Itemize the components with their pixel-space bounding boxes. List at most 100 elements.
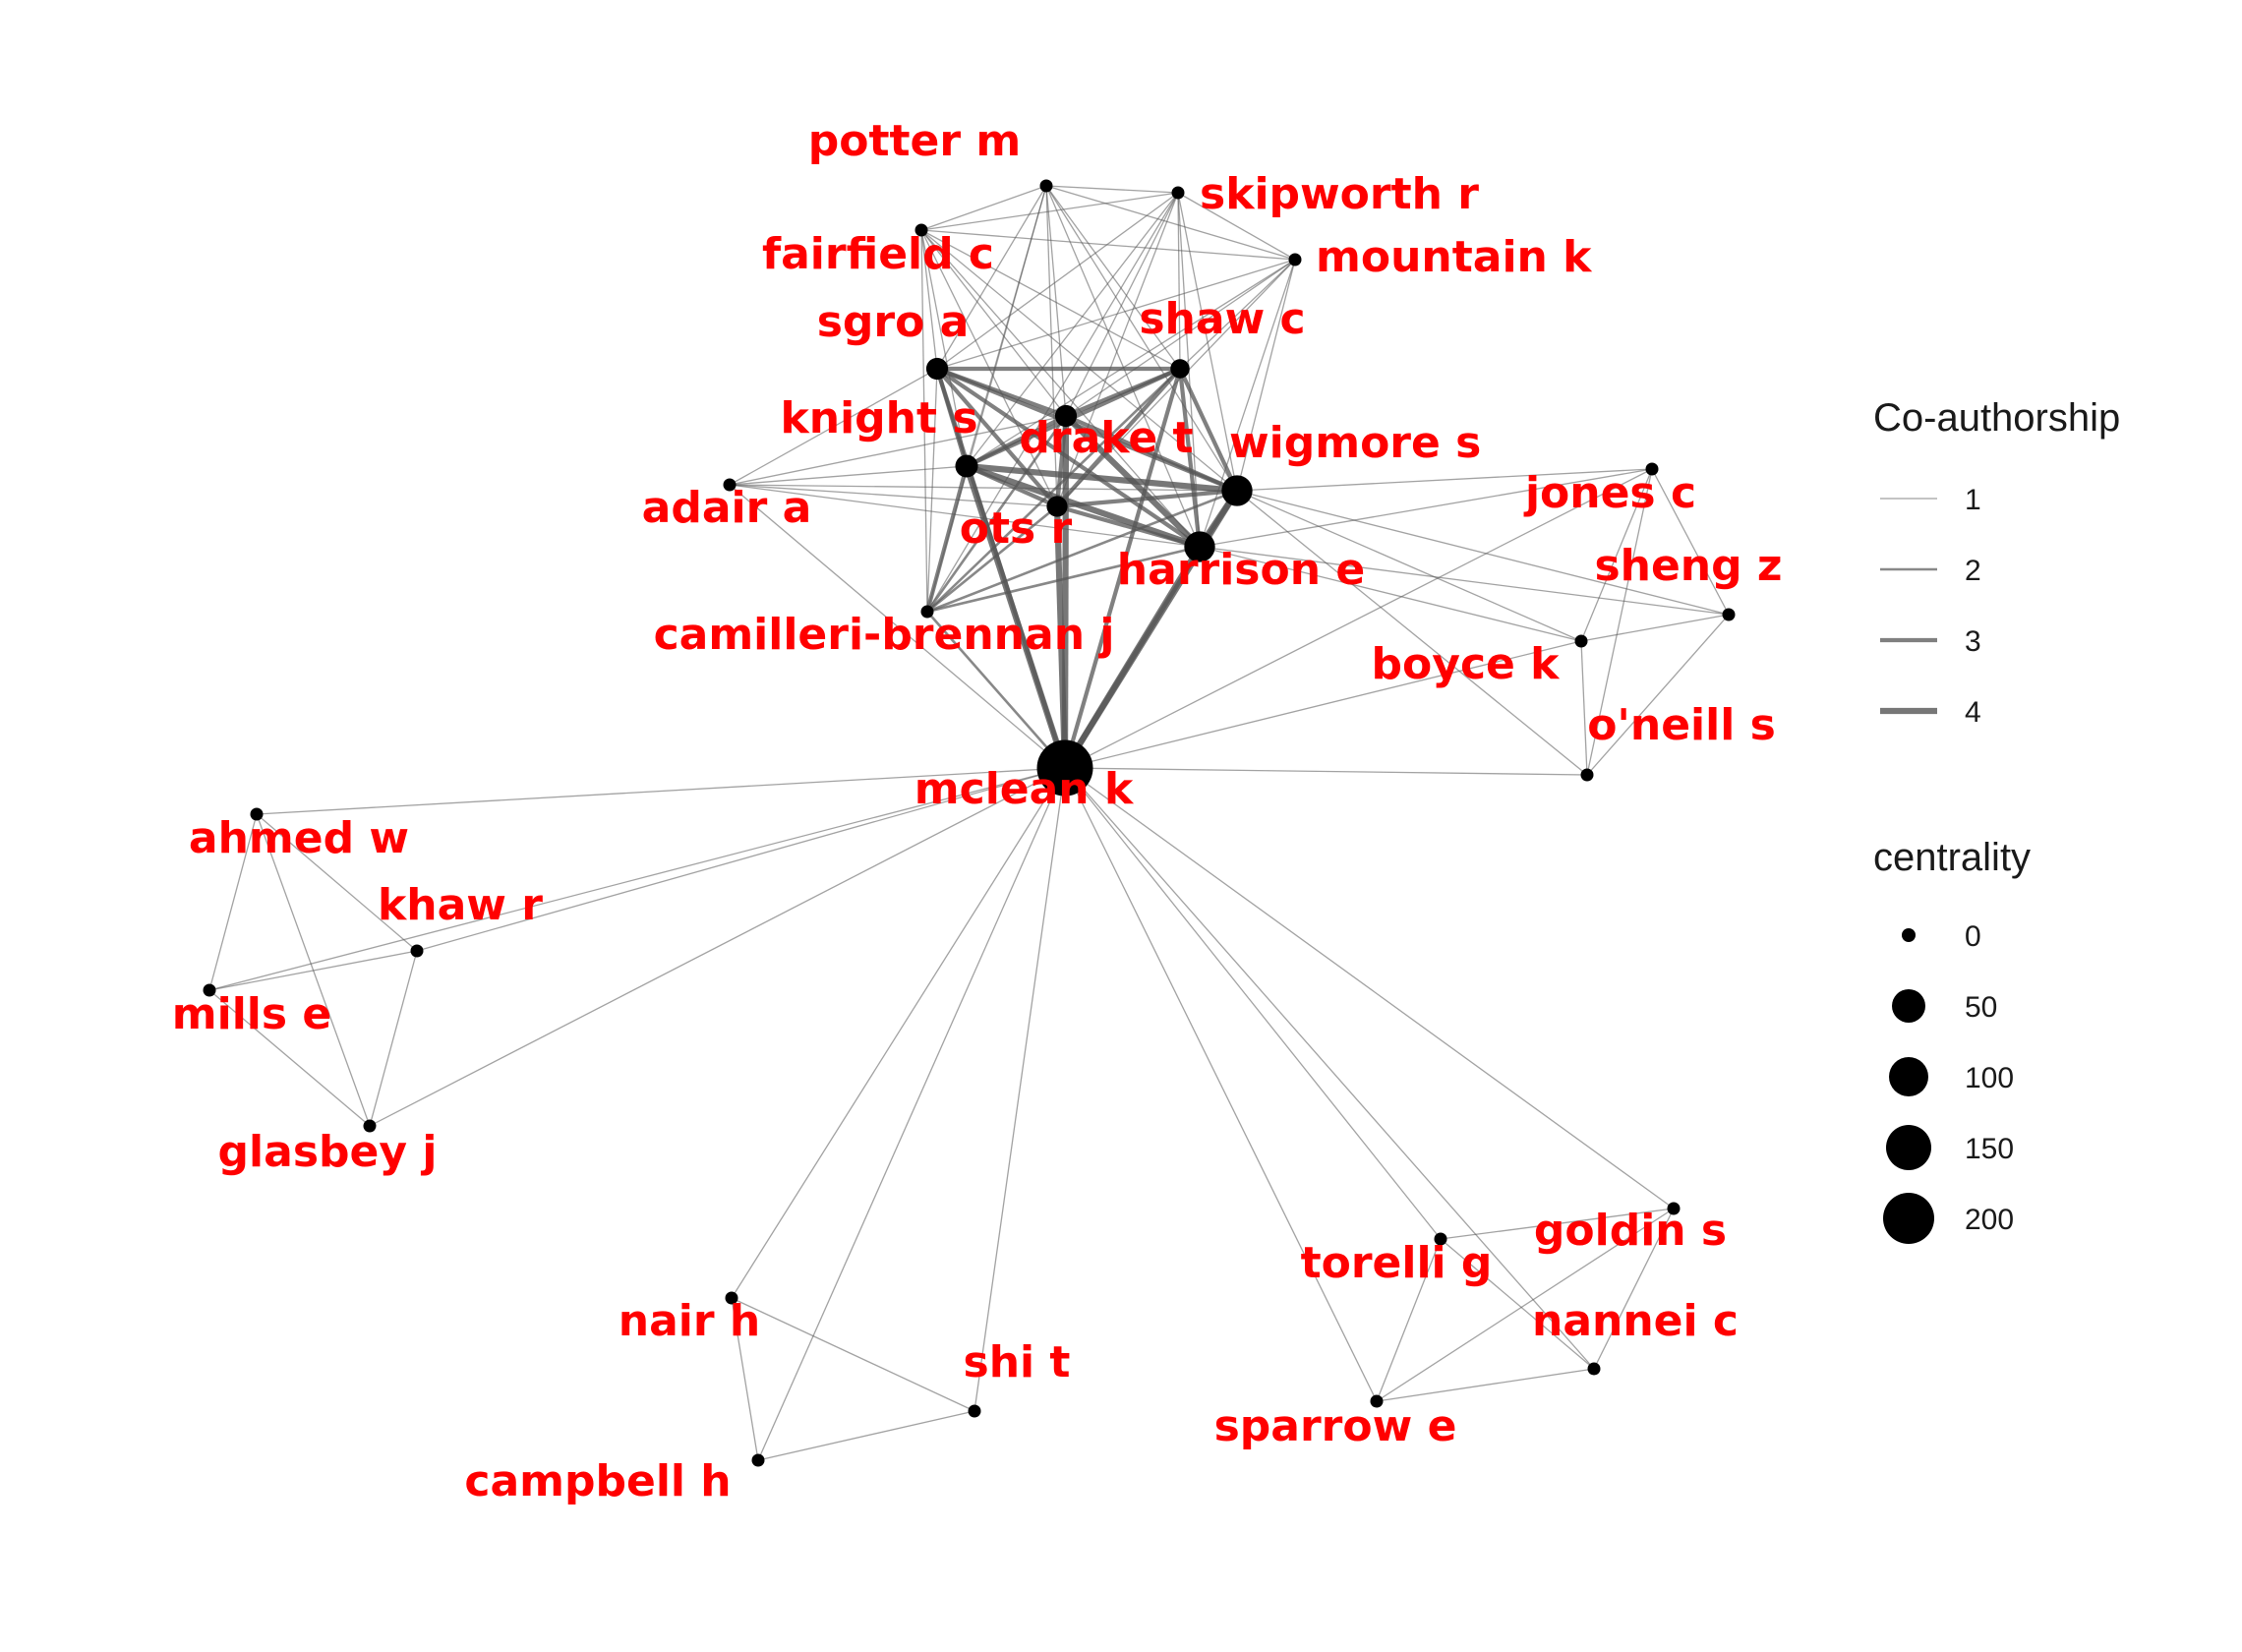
edge-shaw-c-mountain-k — [1179, 259, 1296, 370]
edge-camilleri-brennan-j-potter-m — [926, 185, 1047, 613]
edge-harrison-e-mountain-k — [1199, 259, 1296, 548]
edge-wigmore-s-potter-m — [1045, 185, 1238, 492]
edge-mclean-k-shi-t — [974, 767, 1066, 1412]
edge-harrison-e-sheng-z — [1199, 546, 1730, 616]
node-label-glasbey-j: glasbey j — [218, 1127, 438, 1177]
edge-camilleri-brennan-j-fairfield-c — [920, 229, 928, 613]
node-mills-e — [203, 983, 216, 997]
edge-nannei-c-sparrow-e — [1376, 1368, 1595, 1402]
node-label-adair-a: adair a — [642, 483, 812, 533]
legend-edge-title: Co-authorship — [1873, 396, 2120, 440]
legend-size-label-150: 150 — [1965, 1133, 2014, 1165]
edge-jones-c-sheng-z — [1651, 468, 1730, 616]
edge-potter-m-skipworth-r — [1045, 185, 1179, 194]
node-label-mountain-k: mountain k — [1316, 232, 1593, 282]
edge-knight-s-mountain-k — [966, 259, 1296, 467]
node-ots-r — [1046, 496, 1068, 517]
legend-size-items: 0 50 100 150 200 — [1883, 920, 2014, 1244]
node-label-fairfield-c: fairfield c — [762, 229, 994, 279]
edge-mclean-k-goldin-s — [1064, 767, 1675, 1210]
edge-sgro-a-harrison-e — [935, 367, 1202, 549]
edge-shi-t-campbell-h — [757, 1410, 975, 1461]
edge-khaw-r-mills-e — [208, 950, 418, 991]
edge-sgro-a-mountain-k — [936, 259, 1296, 370]
edge-knight-s-skipworth-r — [966, 192, 1179, 467]
node-campbell-h — [751, 1453, 765, 1467]
legend-size-label-50: 50 — [1965, 991, 1997, 1024]
node-label-ots-r: ots r — [960, 503, 1073, 554]
node-label-shaw-c: shaw c — [1139, 294, 1305, 344]
edge-mclean-k-sparrow-e — [1064, 767, 1378, 1402]
edge-drake-t-ots-r — [1054, 415, 1069, 507]
node-label-potter-m: potter m — [808, 116, 1022, 166]
node-label-khaw-r: khaw r — [378, 880, 543, 930]
edge-harrison-e-boyce-k — [1199, 546, 1582, 642]
edge-wigmore-s-skipworth-r — [1177, 192, 1238, 492]
edge-potter-m-fairfield-c — [920, 185, 1047, 231]
node-label-goldin-s: goldin s — [1534, 1206, 1727, 1256]
node-label-campbell-h: campbell h — [464, 1456, 731, 1506]
edge-sgro-a-adair-a — [729, 368, 938, 486]
edge-goldin-s-torelli-g — [1440, 1208, 1675, 1240]
edge-harrison-e-adair-a — [729, 484, 1201, 548]
edges-layer — [208, 185, 1730, 1461]
node-label-harrison-e: harrison e — [1117, 545, 1365, 595]
edge-boyce-k-sheng-z — [1580, 614, 1730, 642]
legend-edge-items: 1 2 3 4 — [1880, 484, 1981, 729]
legend-edge-label-2: 2 — [1965, 555, 1981, 587]
edge-torelli-g-sparrow-e — [1376, 1238, 1442, 1402]
edge-harrison-e-potter-m — [1045, 185, 1201, 548]
node-label-mclean-k: mclean k — [914, 764, 1135, 814]
node-ahmed-w — [250, 807, 264, 821]
node-nannei-c — [1587, 1362, 1601, 1376]
node-label-knight-s: knight s — [780, 393, 977, 443]
edge-drake-t-wigmore-s — [1065, 414, 1238, 493]
edge-knight-s-fairfield-c — [920, 229, 968, 467]
edge-sgro-a-potter-m — [936, 185, 1047, 370]
node-glasbey-j — [363, 1119, 377, 1133]
edge-mclean-k-torelli-g — [1064, 767, 1442, 1240]
legend-edge-label-4: 4 — [1965, 696, 1981, 729]
edge-wigmore-s-jones-c — [1236, 468, 1653, 492]
edge-mclean-k-boyce-k — [1064, 640, 1582, 769]
edge-mclean-k-o-neill-s — [1064, 767, 1588, 776]
nodes-layer — [203, 179, 1736, 1467]
edge-goldin-s-sparrow-e — [1376, 1208, 1675, 1402]
node-sheng-z — [1722, 608, 1736, 621]
edge-shaw-c-harrison-e — [1177, 368, 1203, 548]
edge-wigmore-s-ots-r — [1056, 488, 1238, 509]
node-jones-c — [1645, 462, 1659, 476]
node-label-o-neill-s: o'neill s — [1587, 700, 1776, 750]
node-adair-a — [723, 478, 737, 492]
legend-size-label-0: 0 — [1965, 920, 1981, 953]
edge-knight-s-adair-a — [729, 465, 968, 486]
edge-goldin-s-nannei-c — [1593, 1208, 1675, 1370]
node-shaw-c — [1170, 359, 1190, 379]
legend-size-label-200: 200 — [1965, 1204, 2014, 1236]
edge-mclean-k-nannei-c — [1064, 767, 1595, 1370]
node-label-sheng-z: sheng z — [1594, 541, 1782, 591]
node-sparrow-e — [1370, 1394, 1384, 1408]
node-camilleri-brennan-j — [920, 605, 934, 619]
edge-mclean-k-nair-h — [731, 767, 1066, 1299]
edge-nair-h-campbell-h — [731, 1297, 759, 1461]
legend-edge-label-3: 3 — [1965, 625, 1981, 658]
node-shi-t — [968, 1404, 981, 1418]
edge-mclean-k-khaw-r — [416, 767, 1066, 952]
node-torelli-g — [1434, 1232, 1447, 1246]
node-goldin-s — [1667, 1202, 1681, 1215]
edge-harrison-e-camilleri-brennan-j — [926, 545, 1201, 614]
edge-mclean-k-campbell-h — [757, 767, 1066, 1461]
legend-size-dot-100 — [1889, 1057, 1928, 1096]
legend-size-dot-150 — [1886, 1125, 1931, 1170]
edge-mclean-k-shaw-c — [1062, 368, 1183, 769]
edge-sgro-a-camilleri-brennan-j — [926, 368, 938, 613]
edge-drake-t-mountain-k — [1065, 259, 1296, 417]
edge-mclean-k-harrison-e — [1062, 545, 1203, 770]
edge-mills-e-glasbey-j — [208, 989, 371, 1127]
edge-jones-c-boyce-k — [1580, 468, 1653, 642]
edge-drake-t-potter-m — [1045, 185, 1067, 417]
node-fairfield-c — [914, 223, 928, 237]
edge-mclean-k-mills-e — [208, 767, 1066, 991]
labels-layer: potter m skipworth r fairfield c mountain k… — [172, 116, 1783, 1506]
